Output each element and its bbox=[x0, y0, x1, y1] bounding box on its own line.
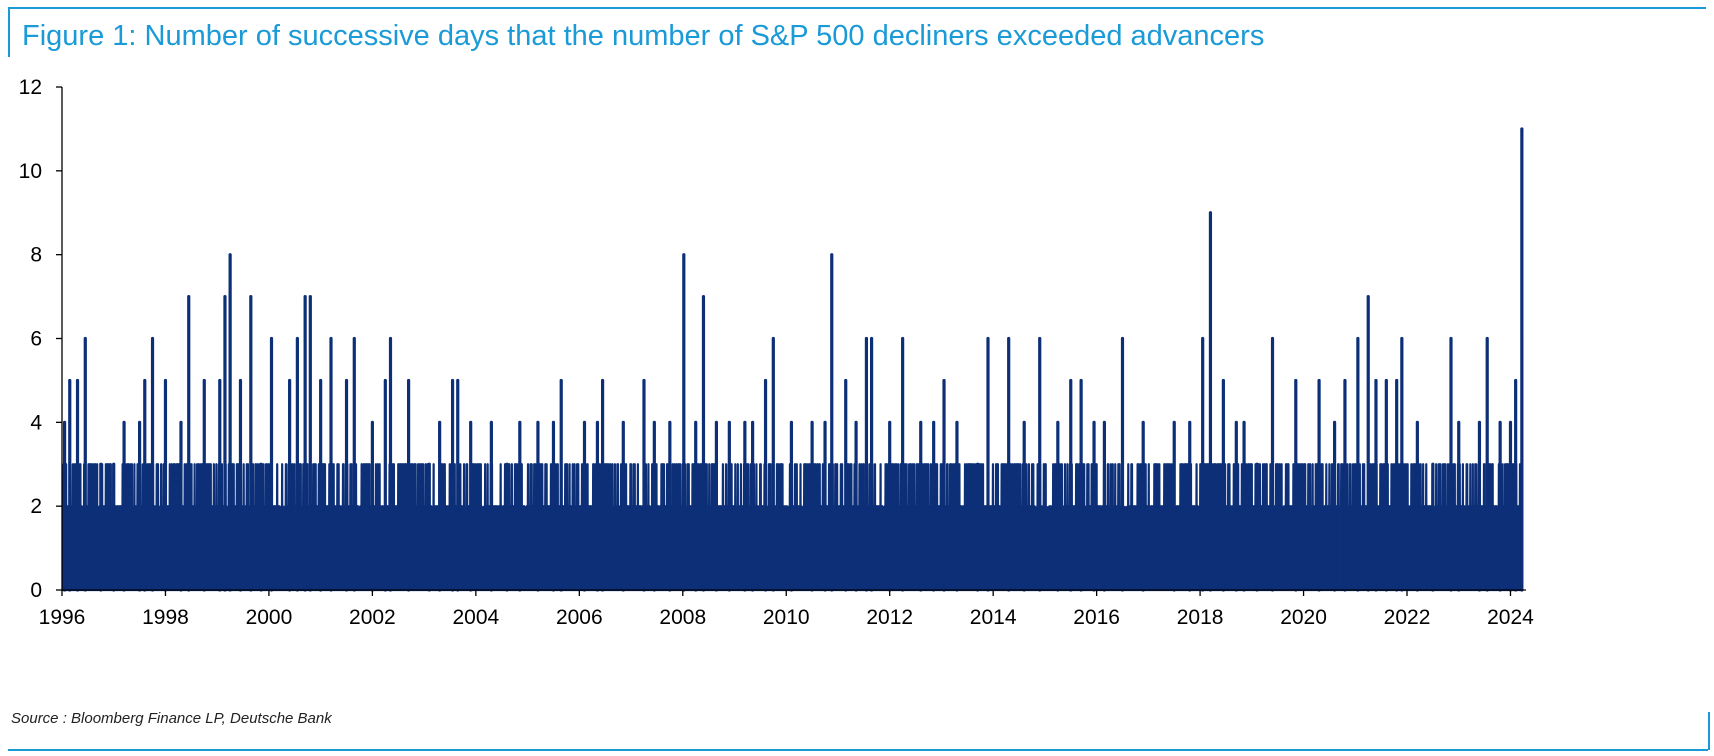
x-tick-label: 2002 bbox=[349, 606, 396, 629]
x-tick-label: 2006 bbox=[556, 606, 603, 629]
frame-right-rule bbox=[1708, 712, 1710, 750]
x-tick-label: 2022 bbox=[1384, 606, 1431, 629]
x-tick-label: 1998 bbox=[142, 606, 189, 629]
y-tick-label: 4 bbox=[30, 411, 42, 434]
x-tick-label: 2000 bbox=[246, 606, 293, 629]
axes: 0 2 4 6 8 10 12 1996 1998 2000 2002 2004 2006 2008 201… bbox=[19, 76, 1535, 629]
x-tick-label: 2010 bbox=[763, 606, 810, 629]
y-tick-label: 6 bbox=[30, 328, 42, 351]
frame-bottom-rule bbox=[8, 749, 1708, 751]
x-tick-label: 2024 bbox=[1487, 606, 1534, 629]
source-note: Source : Bloomberg Finance LP, Deutsche … bbox=[11, 710, 332, 727]
x-tick-label: 2008 bbox=[659, 606, 706, 629]
frame-top-rule bbox=[8, 7, 1706, 9]
plot-area bbox=[61, 127, 1524, 592]
x-tick-label: 2012 bbox=[866, 606, 913, 629]
y-tick-label: 12 bbox=[19, 76, 42, 99]
x-tick-label: 2020 bbox=[1280, 606, 1327, 629]
x-tick-label: 2016 bbox=[1073, 606, 1120, 629]
x-tick-label: 2014 bbox=[970, 606, 1017, 629]
x-tick-label: 1996 bbox=[39, 606, 86, 629]
y-tick-label: 8 bbox=[30, 244, 42, 267]
chart-title: Figure 1: Number of successive days that… bbox=[22, 20, 1265, 52]
y-tick-label: 0 bbox=[30, 579, 42, 602]
x-tick-label: 2004 bbox=[452, 606, 499, 629]
y-tick-label: 2 bbox=[30, 495, 42, 518]
x-tick-label: 2018 bbox=[1177, 606, 1224, 629]
y-tick-label: 10 bbox=[19, 160, 42, 183]
frame-left-rule bbox=[8, 7, 10, 57]
